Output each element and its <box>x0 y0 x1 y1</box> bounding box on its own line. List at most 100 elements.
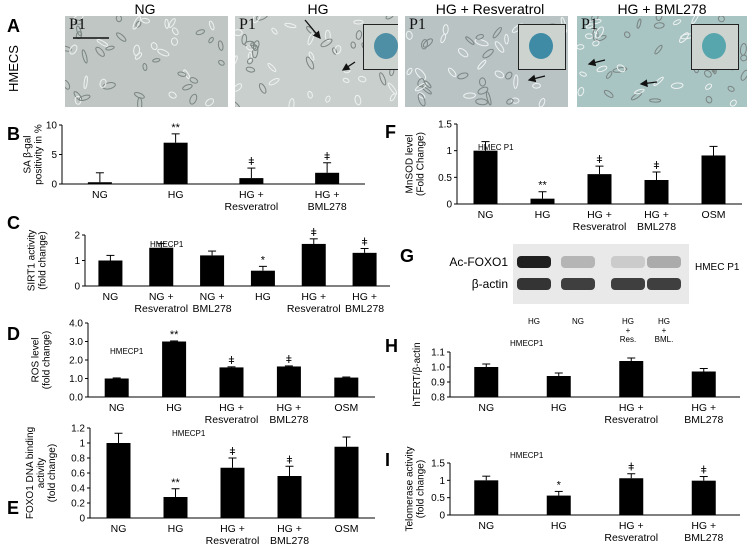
category-label-line: BML278 <box>193 303 232 315</box>
category-label-c: HG + Resveratrol <box>287 291 341 315</box>
category-label-line: HG + <box>587 209 612 221</box>
category-label-h: NG <box>478 402 494 414</box>
blot-row-label: β-actin <box>472 277 508 291</box>
bar-e <box>277 476 302 518</box>
cell-shape <box>389 93 396 102</box>
bar-e <box>163 497 188 518</box>
cell-shape <box>447 67 457 78</box>
significance-mark-e: ǂ <box>229 446 235 458</box>
cell-shape <box>96 38 109 47</box>
bar-f <box>701 155 726 204</box>
panel-label-g: G <box>400 246 414 266</box>
category-label-line: BML278 <box>684 532 723 544</box>
pointer-arrow <box>341 61 356 71</box>
y-axis-label-line: positivity in % <box>34 124 45 185</box>
blot-lane-label-line: + <box>662 326 667 335</box>
cell-shape <box>177 71 187 77</box>
cell-shape <box>164 18 169 29</box>
category-label-line: Resveratrol <box>206 535 260 547</box>
stained-cell-inset <box>518 24 566 70</box>
y-axis-label-line: FOXO1 DNA binding <box>25 427 36 519</box>
stained-cell <box>529 33 553 59</box>
panel-label-c: C <box>7 213 20 233</box>
bar-c <box>301 243 326 286</box>
category-label-c: NG + BML278 <box>193 291 232 315</box>
cell-shape <box>76 25 82 36</box>
category-label-line: Resveratrol <box>205 414 259 426</box>
bar-d <box>276 366 301 397</box>
category-label-line: Resveratrol <box>604 532 658 544</box>
category-label-line: Resveratrol <box>134 303 188 315</box>
micrograph-3: P1 <box>405 16 568 107</box>
cell-shape <box>513 74 519 89</box>
cell-shape <box>705 96 713 104</box>
cell-shape <box>358 75 367 83</box>
y-tick-label-e: 0 <box>79 514 85 525</box>
blot-side-label: HMEC P1 <box>695 262 740 273</box>
category-label-d: HG + Resveratrol <box>205 402 259 426</box>
cell-shape <box>596 65 608 73</box>
category-label-line: NG <box>478 520 494 532</box>
stained-cell <box>374 33 398 59</box>
bar-h <box>474 367 499 397</box>
category-label-line: HG <box>168 523 184 535</box>
bar-c <box>98 260 123 286</box>
pointer-arrow <box>587 58 606 67</box>
cell-shape <box>246 57 254 65</box>
category-label-f: HG + Resveratrol <box>573 209 627 233</box>
bar-i <box>474 480 499 515</box>
y-axis-label-i: Telomerase activity(fold change) <box>405 446 427 531</box>
y-tick-label-h: 0.9 <box>431 378 445 389</box>
category-label-line: OSM <box>334 402 358 414</box>
y-axis-label-d: ROS level(fold change) <box>31 331 53 389</box>
cell-shape <box>482 48 494 59</box>
cell-shape <box>670 82 684 89</box>
blot-lane-label: HG <box>528 317 540 326</box>
y-axis-label-line: hTERT/β-actin <box>412 342 423 406</box>
category-label-line: NG + <box>149 291 174 303</box>
cell-shape <box>588 19 602 25</box>
cell-shape <box>307 90 313 99</box>
cell-shape <box>245 66 256 73</box>
cell-shape <box>511 97 520 104</box>
bar-h <box>619 361 644 397</box>
blot-lane-label: NG <box>572 317 584 326</box>
cell-shape <box>171 27 179 36</box>
cell-shape <box>649 98 662 103</box>
cell-shape <box>729 99 737 107</box>
category-label-f: HG <box>535 209 551 221</box>
cell-shape <box>137 97 143 107</box>
category-label-line: OSM <box>335 523 359 535</box>
cell-shape <box>308 51 315 61</box>
cell-shape <box>132 16 142 30</box>
category-label-d: OSM <box>334 402 358 414</box>
cell-shape <box>324 29 331 42</box>
y-tick-label-d: 0.0 <box>69 393 83 404</box>
cell-shape <box>246 45 254 51</box>
significance-mark-i: ǂ <box>701 465 707 477</box>
category-label-h: HG <box>551 402 567 414</box>
cell-shape <box>217 40 224 51</box>
panel-label-f: F <box>385 122 396 142</box>
significance-mark-b: ǂ <box>324 151 330 163</box>
cell-shape <box>422 38 433 48</box>
category-label-b: HG <box>168 189 184 201</box>
blot-membrane <box>513 244 689 304</box>
significance-mark-i: * <box>557 479 562 491</box>
cell-shape <box>595 26 604 39</box>
y-tick-label-c: 2 <box>74 231 80 242</box>
significance-mark-f: ǂ <box>653 160 659 172</box>
passage-tag: P1 <box>581 16 598 33</box>
cell-shape <box>189 93 198 105</box>
category-label-c: NG + Resveratrol <box>134 291 188 315</box>
y-tick-label-e: 1.2 <box>71 424 85 435</box>
y-tick-label-b: 0 <box>51 180 57 191</box>
cell-shape <box>672 19 682 26</box>
bar-d <box>219 367 244 397</box>
cell-shape <box>115 16 123 23</box>
cell-shape <box>334 45 342 55</box>
y-tick-label-e: 0.8 <box>71 454 85 465</box>
category-label-line: HG + <box>277 523 302 535</box>
cell-shape <box>140 17 151 24</box>
blot-band <box>517 256 551 268</box>
